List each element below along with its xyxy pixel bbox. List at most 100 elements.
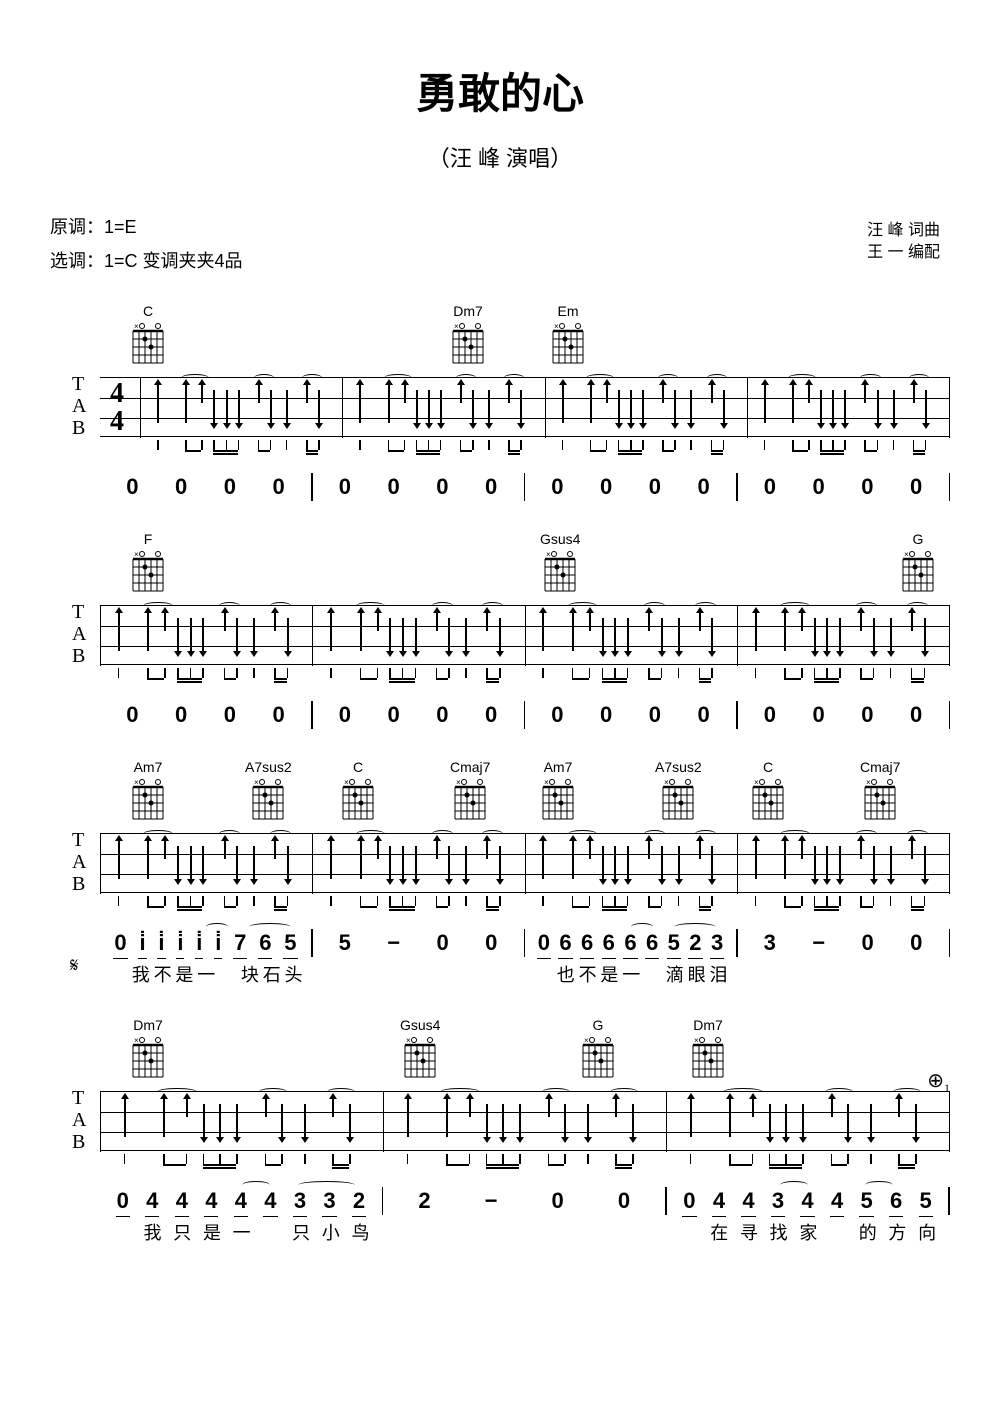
number-bar: 0000: [313, 473, 526, 501]
svg-text:×: ×: [554, 322, 559, 331]
notation-number: 6: [259, 930, 271, 956]
number-bar: 066666523: [525, 929, 738, 957]
notation-number: 4: [205, 1188, 217, 1214]
chord-name: C: [763, 759, 773, 775]
number-bar: 5−00: [313, 929, 526, 957]
notation-number: 4: [742, 1188, 754, 1214]
number-bar: 2−00: [383, 1187, 666, 1215]
notation-number: 0: [339, 474, 351, 500]
lyric-char: 一: [196, 961, 216, 987]
notation-number: 0: [175, 702, 187, 728]
notation-number: 4: [146, 1188, 158, 1214]
number-bar: 𝄋0i̇i̇i̇i̇i̇765: [100, 929, 313, 957]
notation-number: 0: [618, 1188, 630, 1214]
tab-bar: [313, 834, 525, 894]
notation-number: 0: [436, 702, 448, 728]
lyric-char: 在: [709, 1219, 729, 1245]
chord-row: C×Dm7×Em×: [50, 303, 950, 373]
notation-number: 0: [388, 702, 400, 728]
tab-label: TAB: [72, 373, 86, 439]
notation-number: 0: [552, 1188, 564, 1214]
notation-number: i̇: [196, 930, 202, 956]
subtitle: （汪 峰 演唱）: [50, 141, 950, 173]
notation-number: 0: [861, 930, 873, 956]
chord-row: Am7×A7sus2×C×Cmaj7×Am7×A7sus2×C×Cmaj7×: [50, 759, 950, 829]
lyric-char: [680, 1219, 700, 1245]
chord-block: G×: [900, 531, 936, 593]
svg-text:×: ×: [544, 778, 549, 787]
chord-block: Dm7×: [450, 303, 486, 365]
chord-block: C×: [340, 759, 376, 821]
notation-number: 0: [224, 702, 236, 728]
lyrics-bar: 我不是一块石头: [100, 961, 313, 987]
notation-number: 4: [713, 1188, 725, 1214]
notation-number: 6: [624, 930, 636, 956]
notation-number: 0: [551, 474, 563, 500]
time-signature: 44: [110, 380, 124, 436]
notation-number: 0: [551, 702, 563, 728]
notation-number: 0: [910, 702, 922, 728]
lyric-char: [809, 961, 829, 987]
notation-number: 0: [538, 930, 550, 956]
notation-number: 0: [910, 930, 922, 956]
lyric-char: [534, 961, 554, 987]
svg-text:×: ×: [866, 778, 871, 787]
notation-number: 6: [559, 930, 571, 956]
tab-bar: [140, 378, 343, 438]
notation-number: 3: [772, 1188, 784, 1214]
lyric-char: [218, 961, 238, 987]
lyric-char: 泪: [709, 961, 729, 987]
lyric-char: 是: [599, 961, 619, 987]
chord-name: G: [913, 531, 924, 547]
svg-text:×: ×: [754, 778, 759, 787]
tab-staff: TAB44: [100, 377, 950, 437]
notation-number: −: [387, 930, 400, 956]
notation-number: 0: [485, 474, 497, 500]
tab-staff: TAB: [100, 833, 950, 893]
notation-number: 0: [813, 474, 825, 500]
music-systems: C×Dm7×Em×TAB440000000000000000F×Gsus4×G×…: [50, 303, 950, 1245]
number-bar: 0000: [525, 473, 738, 501]
notation-number: 0: [600, 702, 612, 728]
lyric-char: [482, 1219, 502, 1245]
lyric-char: 找: [769, 1219, 789, 1245]
lyric-char: [858, 961, 878, 987]
notation-number: 4: [176, 1188, 188, 1214]
lyric-char: 寻: [739, 1219, 759, 1245]
lyric-char: 我: [131, 961, 151, 987]
lyric-char: 只: [172, 1219, 192, 1245]
svg-text:×: ×: [134, 550, 139, 559]
chord-block: Em×: [550, 303, 586, 365]
tab-bar: [384, 1092, 667, 1152]
chord-name: G: [593, 1017, 604, 1033]
lyric-char: [643, 961, 663, 987]
lyric-char: 不: [153, 961, 173, 987]
chord-block: A7sus2×: [245, 759, 292, 821]
notation-number: 3: [294, 1188, 306, 1214]
tab-bar: [313, 606, 525, 666]
lyrics-bar: 也不是一滴眼泪: [525, 961, 738, 987]
lyric-char: [760, 961, 780, 987]
lyrics-bar: [383, 1219, 666, 1245]
number-bar: 0000: [313, 701, 526, 729]
tab-label: TAB: [72, 829, 86, 895]
lyric-char: [548, 1219, 568, 1245]
tab-bar: [526, 606, 738, 666]
notation-number: 4: [264, 1188, 276, 1214]
credits-line2: 王 一 编配: [867, 242, 940, 264]
svg-text:×: ×: [694, 1036, 699, 1045]
chord-row: Dm7×Gsus4×G×Dm7×: [50, 1017, 950, 1087]
lyric-char: 一: [232, 1219, 252, 1245]
music-system: C×Dm7×Em×TAB440000000000000000: [50, 303, 950, 501]
chord-name: Gsus4: [400, 1017, 440, 1033]
lyric-char: 滴: [665, 961, 685, 987]
chord-name: Cmaj7: [450, 759, 490, 775]
svg-text:×: ×: [134, 1036, 139, 1045]
chord-block: Am7×: [130, 759, 166, 821]
notation-number: i̇: [158, 930, 164, 956]
lyric-char: 头: [284, 961, 304, 987]
lyric-char: [907, 961, 927, 987]
notation-number: 3: [323, 1188, 335, 1214]
number-bar: 0000: [738, 473, 951, 501]
tab-bar: [100, 1092, 384, 1152]
